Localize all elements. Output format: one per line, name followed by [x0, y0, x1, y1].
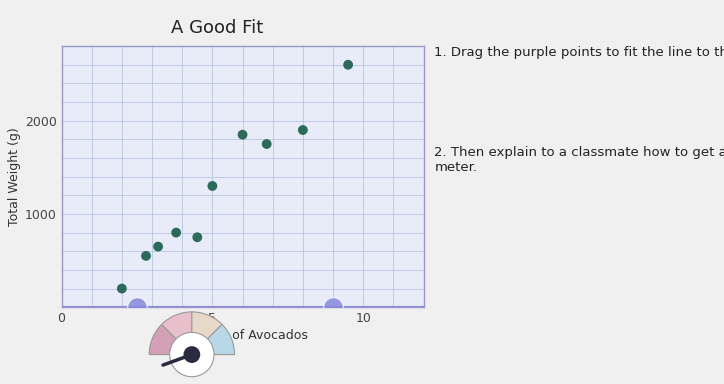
Point — [191, 234, 203, 240]
Point — [327, 304, 339, 310]
Point — [237, 132, 248, 138]
Circle shape — [169, 333, 214, 377]
Point — [170, 230, 182, 236]
Point — [297, 127, 308, 133]
Wedge shape — [161, 312, 192, 354]
Y-axis label: Total Weight (g): Total Weight (g) — [8, 127, 21, 226]
Wedge shape — [192, 312, 222, 354]
Point — [116, 285, 127, 291]
Text: 1. Drag the purple points to fit the line to the data.: 1. Drag the purple points to fit the lin… — [434, 46, 724, 59]
Point — [261, 141, 272, 147]
Wedge shape — [149, 324, 192, 354]
Point — [342, 62, 354, 68]
Circle shape — [184, 347, 200, 362]
Point — [131, 304, 143, 310]
Text: A Good Fit: A Good Fit — [171, 19, 264, 37]
X-axis label: Number of Avocados: Number of Avocados — [177, 329, 308, 342]
Point — [152, 243, 164, 250]
Wedge shape — [192, 324, 235, 354]
Text: 2. Then explain to a classmate how to get a high score on the
meter.: 2. Then explain to a classmate how to ge… — [434, 146, 724, 174]
Point — [140, 253, 152, 259]
Point — [206, 183, 218, 189]
